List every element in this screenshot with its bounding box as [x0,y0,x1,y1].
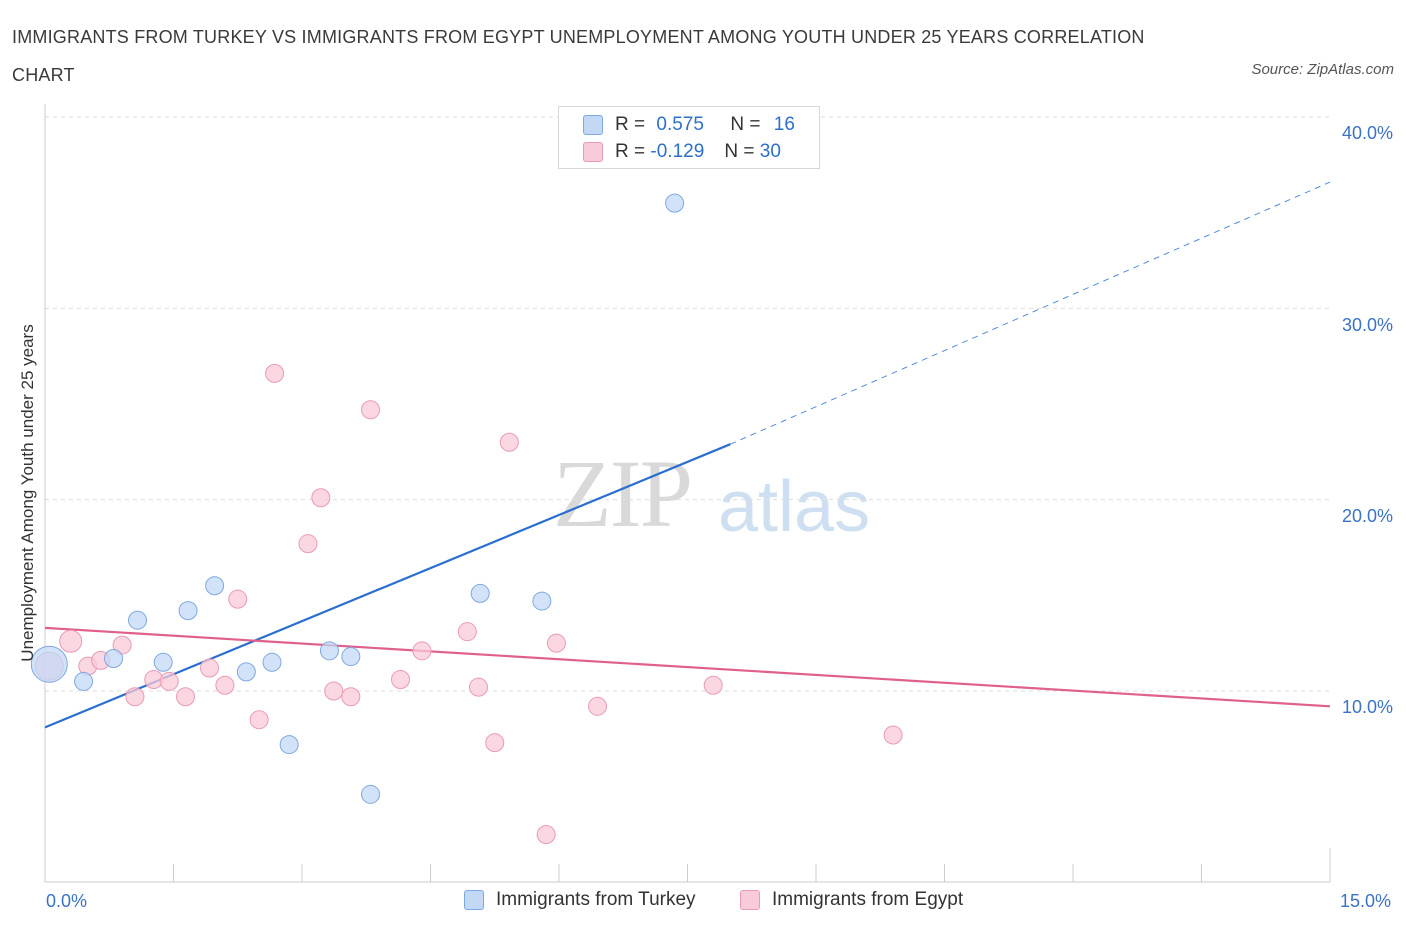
egypt-point [588,696,608,716]
egypt-point [703,675,723,695]
egypt-point [412,641,432,661]
egypt-point [324,681,344,701]
y-tick-label-30: 30.0% [1341,315,1393,335]
trend-lines [44,181,1331,729]
egypt-point [199,658,219,678]
egypt-trend-line [44,626,1331,708]
turkey-trend-extension [730,181,1331,445]
egypt-point [546,633,566,653]
turkey-point [178,601,198,621]
egypt-n-label: N = [724,141,755,162]
egypt-point [175,687,195,707]
egypt-legend-label: Immigrants from Egypt [772,889,964,910]
egypt-point [215,675,235,695]
y-tick-label-40: 40.0% [1341,123,1393,143]
watermark-zip: ZIP [553,440,693,547]
egypt-point [485,733,505,753]
source-label: Source: ZipAtlas.com [1251,61,1394,78]
chart-title: IMMIGRANTS FROM TURKEY VS IMMIGRANTS FRO… [12,27,1145,85]
egypt-point [159,671,179,691]
data-points [30,193,903,844]
turkey-point [279,735,299,755]
correlation-legend: R = 0.575 N = 16 R = -0.129 N = 30 [558,106,820,169]
turkey-n-label: N = [730,114,761,135]
y-axis-label: Unemployment Among Youth under 25 years [18,324,37,662]
y-tick-label-20: 20.0% [1341,506,1393,526]
x-tick-label-min: 0.0% [46,891,88,911]
egypt-point [536,825,556,844]
turkey-point [205,576,225,596]
egypt-point [341,687,361,707]
turkey-r-value: 0.575 [656,114,704,135]
egypt-point [499,432,519,452]
legend-item-egypt[interactable]: Immigrants from Egypt [740,889,963,911]
axes [44,104,1331,883]
x-tick-label-max: 15.0% [1340,891,1392,911]
turkey-point [104,648,124,668]
turkey-legend-swatch [464,890,484,910]
turkey-point [361,784,381,804]
turkey-point [74,671,94,691]
egypt-point [468,677,488,697]
egypt-n-value: 30 [759,141,781,162]
egypt-point [265,363,285,383]
turkey-r-label: R = [615,114,646,135]
egypt-point [59,629,83,653]
y-tick-label-10: 10.0% [1341,697,1393,717]
legend-item-turkey[interactable]: Immigrants from Turkey [464,889,696,911]
legend-row-egypt: R = -0.129 N = 30 [583,139,781,165]
egypt-swatch [583,142,603,162]
watermark-atlas: atlas [718,467,871,547]
egypt-point [391,670,411,690]
turkey-point [30,645,68,683]
turkey-legend-label: Immigrants from Turkey [496,889,696,910]
egypt-point [112,635,132,655]
turkey-swatch [583,115,603,135]
egypt-point [311,488,331,508]
egypt-point [228,589,248,609]
turkey-point [262,652,282,672]
turkey-point [319,641,339,661]
turkey-point [236,662,256,682]
egypt-point [249,710,269,730]
turkey-n-value: 16 [773,114,795,135]
legend-row-turkey: R = 0.575 N = 16 [583,112,795,138]
turkey-point [532,591,552,611]
egypt-point [125,687,145,707]
egypt-point [457,622,477,642]
egypt-point [361,400,381,420]
turkey-point [665,193,685,213]
egypt-point [883,725,903,745]
turkey-point [341,647,361,667]
egypt-legend-swatch [740,890,760,910]
turkey-point [128,610,148,630]
egypt-point [298,534,318,554]
turkey-point [153,652,173,672]
turkey-point [470,583,490,603]
egypt-r-label: R = [615,141,646,162]
egypt-r-value: -0.129 [650,141,705,162]
